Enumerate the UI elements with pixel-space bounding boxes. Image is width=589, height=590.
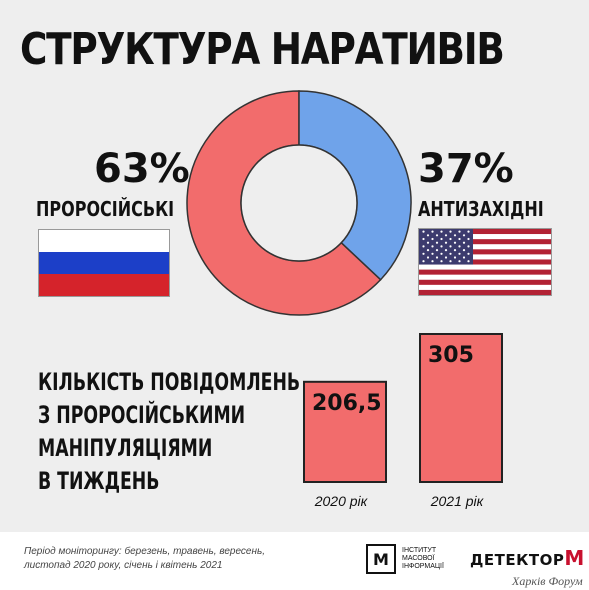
- flag-star: [458, 252, 461, 255]
- flag-star: [431, 230, 434, 233]
- pro-russian-label: ПРОРОСІЙСЬКІ: [36, 197, 175, 221]
- flag-star: [422, 252, 425, 255]
- flag-star: [444, 241, 448, 244]
- headline-line: КІЛЬКІСТЬ ПОВІДОМЛЕНЬ: [38, 368, 301, 396]
- usa-flag-icon: [418, 228, 552, 296]
- flag-star: [467, 252, 470, 255]
- flag-star: [435, 249, 439, 252]
- bar-chart: 206,5 2020 рік 305 2021 рік: [303, 333, 503, 509]
- flag-star: [462, 256, 466, 259]
- flag-star: [431, 252, 434, 255]
- flag-star: [453, 249, 457, 252]
- flag-star: [426, 234, 430, 237]
- flag-star: [449, 245, 452, 248]
- bar: [419, 333, 503, 483]
- flag-stripe: [419, 264, 551, 270]
- detector-media-logo: ДЕТЕКТОРM: [470, 546, 585, 570]
- flag-stripe: [419, 289, 551, 295]
- flag-star: [431, 237, 434, 241]
- flag-star: [462, 234, 466, 237]
- flag-star: [444, 256, 448, 259]
- flag-star: [431, 260, 434, 263]
- anti-western-label: АНТИЗАХІДНІ: [418, 197, 544, 221]
- flag-star: [422, 260, 425, 263]
- flag-star: [467, 237, 470, 241]
- flag-stripe: [419, 279, 551, 286]
- bar-value-label: 305: [428, 343, 474, 368]
- footer: [0, 532, 589, 590]
- imi-logo: М ІНСТИТУТ МАСОВОЇ ІНФОРМАЦІЇ: [366, 544, 462, 574]
- flag-star: [444, 234, 448, 237]
- flag-star: [453, 234, 457, 237]
- flag-star: [458, 260, 461, 263]
- detector-m: M: [564, 546, 585, 570]
- flag-stripe: [419, 244, 551, 250]
- anti-western-percent: 37%: [418, 146, 514, 192]
- monitoring-period-line: Період моніторингу: березень, травень, в…: [24, 546, 266, 557]
- flag-star: [426, 241, 430, 244]
- flag-stripe: [419, 254, 551, 260]
- flag-star: [426, 256, 430, 259]
- kharkiv-forum-logo: Харків Форум: [512, 574, 583, 588]
- flag-star: [449, 230, 452, 233]
- flag-star: [462, 249, 466, 252]
- flag-star: [440, 230, 443, 233]
- flag-star: [444, 249, 448, 252]
- bar-category-label: 2020 рік: [314, 493, 369, 509]
- flag-stripe: [419, 259, 551, 265]
- flag-stripe: [419, 229, 551, 235]
- flag-star: [435, 256, 439, 259]
- detector-text: ДЕТЕКТОР: [470, 551, 565, 569]
- flag-star: [449, 252, 452, 255]
- imi-name: ІНСТИТУТ МАСОВОЇ ІНФОРМАЦІЇ: [402, 547, 444, 570]
- bar-chart-headline: КІЛЬКІСТЬ ПОВІДОМЛЕНЬ З ПРОРОСІЙСЬКИМИ М…: [38, 366, 300, 498]
- flag-stripe: [419, 269, 551, 275]
- flag-star: [422, 230, 425, 233]
- flag-star: [426, 249, 430, 252]
- flag-star: [449, 260, 452, 263]
- flag-star: [440, 245, 443, 248]
- monitoring-period-line: листопад 2020 року, січень і квітень 202…: [24, 560, 223, 571]
- flag-stripe: [419, 249, 551, 255]
- headline-line: МАНІПУЛЯЦІЯМИ: [38, 434, 213, 462]
- flag-star: [453, 241, 457, 244]
- flag-star: [462, 241, 466, 244]
- flag-star: [467, 230, 470, 233]
- flag-star: [467, 260, 470, 263]
- flag-star: [422, 237, 425, 241]
- flag-stripe: [419, 274, 551, 280]
- bar: [303, 380, 387, 483]
- flag-star: [422, 245, 425, 248]
- bar-category-label: 2021 рік: [430, 493, 485, 509]
- imi-mark-icon: М: [366, 544, 396, 574]
- monitoring-period: Період моніторингу: березень, травень, в…: [24, 545, 274, 573]
- flag-star: [431, 245, 434, 248]
- bar-value-label: 206,5: [312, 391, 382, 416]
- page-title: СТРУКТУРА НАРАТИВІВ: [20, 24, 505, 75]
- donut-chart: [186, 90, 412, 316]
- flag-star: [449, 237, 452, 241]
- flag-star: [435, 234, 439, 237]
- flag-star: [458, 237, 461, 241]
- flag-stripe: [419, 239, 551, 245]
- flag-star: [440, 252, 443, 255]
- headline-line: З ПРОРОСІЙСЬКИМИ: [38, 401, 246, 429]
- pro-russian-percent: 63%: [94, 146, 190, 192]
- headline-line: В ТИЖДЕНЬ: [38, 467, 160, 495]
- flag-star: [435, 241, 439, 244]
- flag-star: [458, 245, 461, 248]
- flag-star: [467, 245, 470, 248]
- flag-stripe: [419, 284, 551, 291]
- flag-stripe: [419, 234, 551, 240]
- flag-star: [458, 230, 461, 233]
- flag-star: [440, 260, 443, 263]
- russia-flag-icon: [38, 229, 170, 297]
- flag-star: [440, 237, 443, 241]
- flag-star: [453, 256, 457, 259]
- donut-hole: [240, 144, 358, 262]
